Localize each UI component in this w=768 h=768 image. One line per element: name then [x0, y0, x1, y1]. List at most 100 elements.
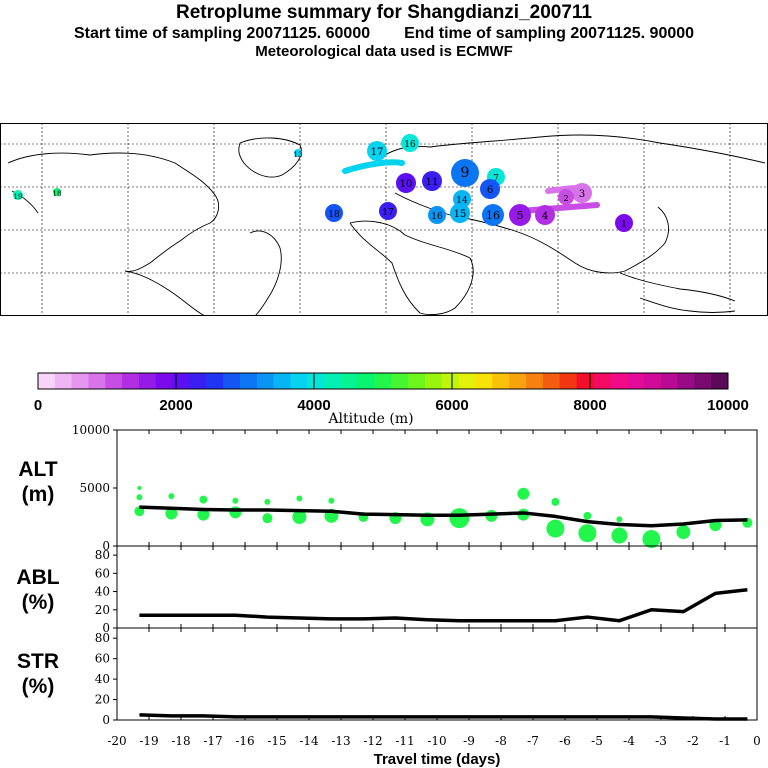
colorbar-cell — [458, 373, 477, 389]
colorbar-cell — [54, 373, 73, 389]
altitude-cluster-point — [616, 516, 623, 523]
chart-title: Retroplume summary for Shangdianzi_20071… — [175, 2, 593, 23]
colorbar-cell — [694, 373, 712, 389]
altitude-cluster-point — [232, 497, 239, 504]
colorbar-cell — [138, 373, 157, 389]
trajectory-marker — [482, 204, 504, 226]
trajectory-marker — [325, 204, 343, 222]
trajectory-marker — [509, 204, 531, 226]
panel-frame — [116, 627, 758, 721]
colorbar-cells — [38, 373, 729, 389]
y-tick-label: 80 — [95, 631, 110, 645]
colorbar-cell — [610, 373, 628, 389]
x-tick-label: -18 — [171, 734, 190, 748]
colorbar-cell — [88, 373, 106, 389]
abl-panel-label: ABL (%) — [16, 566, 59, 614]
end-time: End time of sampling 20071125. 90000 — [404, 25, 695, 42]
colorbar-tick-label: 10000 — [707, 397, 749, 414]
trajectory-marker-label: 18 — [328, 210, 340, 220]
altitude-cluster-point — [296, 495, 303, 502]
altitude-cluster-point — [197, 508, 210, 521]
y-tick-label: 40 — [95, 672, 110, 686]
trajectory-marker-label: 17 — [371, 147, 384, 158]
colorbar-cell — [559, 373, 578, 389]
colorbar-cell — [324, 373, 342, 389]
colorbar-cell — [307, 373, 325, 389]
x-tick-label: -6 — [559, 734, 571, 748]
trajectory-marker — [558, 189, 574, 205]
x-tick-label: -9 — [463, 734, 475, 748]
trajectory-marker-label: 7 — [493, 174, 499, 184]
x-tick-label: -15 — [267, 734, 286, 748]
colorbar-cell — [38, 373, 56, 389]
y-tick-label: 10000 — [72, 423, 110, 437]
trajectory-marker — [451, 159, 479, 187]
panel-2: 80 60 40 20 0 — [95, 545, 758, 635]
start-time: Start time of sampling 20071125. 60000 — [73, 25, 371, 42]
abl-unit: (%) — [22, 591, 55, 614]
colorbar-ticks: 0 2000 4000 6000 8000 10000 — [34, 373, 749, 414]
str-label: STR — [17, 650, 59, 673]
x-tick-label: -20 — [107, 734, 126, 748]
colorbar-cell — [711, 373, 729, 389]
x-tick-label: -13 — [331, 734, 350, 748]
x-tick-label: 0 — [753, 734, 761, 748]
trajectory-marker-label: 18 — [53, 190, 62, 198]
colorbar-cell — [475, 373, 493, 389]
y-tick-label: 0 — [102, 621, 110, 635]
series-line-abl — [139, 587, 748, 623]
colorbar-tick-label: 6000 — [435, 397, 468, 414]
trajectory-marker — [572, 183, 592, 203]
altitude-cluster-point — [229, 506, 242, 519]
altitude-cluster-point — [578, 524, 597, 543]
x-tick-label: -3 — [655, 734, 667, 748]
altitude-cluster-point — [517, 487, 530, 500]
trajectory-marker-label: 11 — [426, 177, 439, 188]
altitude-cluster-point — [168, 493, 175, 500]
trajectory-marker-label: 1 — [621, 220, 627, 230]
panel-1: 10000 5000 0 — [72, 423, 758, 553]
colorbar-cell — [290, 373, 308, 389]
x-tick-label: -10 — [427, 734, 446, 748]
colorbar-cell — [526, 373, 544, 389]
retroplume-map: 19 18 13 17 16 18 17 16 15 16 14 10 11 9 76 5 4 3 2 1 — [0, 123, 768, 316]
colorbar-cell — [425, 373, 443, 389]
altitude-cluster-point — [551, 497, 560, 506]
altitude-cluster-point — [676, 525, 691, 540]
y-tick-label: 80 — [95, 548, 110, 562]
y-tick-label: 0 — [102, 539, 110, 553]
x-tick-label: -7 — [527, 734, 539, 748]
time-series-panels: ALT (m) ABL (%) STR (%) 1000050000806040… — [16, 423, 761, 768]
colorbar-cell — [643, 373, 662, 389]
trajectory-marker — [294, 149, 302, 157]
colorbar-cell — [593, 373, 611, 389]
colorbar-cell — [542, 373, 561, 389]
colorbar-axis-label: Altitude (m) — [327, 411, 413, 427]
y-tick-label: 20 — [95, 693, 110, 707]
met-data-label: Meteorological data used is ECMWF — [255, 43, 513, 60]
trajectory-marker — [428, 206, 446, 224]
colorbar-cell — [256, 373, 275, 389]
colorbar-cell — [155, 373, 174, 389]
trajectory-marker — [480, 179, 500, 199]
x-tick-label: -2 — [687, 734, 699, 748]
x-tick-label: -4 — [623, 734, 635, 748]
x-tick-label: -14 — [299, 734, 319, 748]
trajectory-markers: 19 18 13 17 16 18 17 16 15 16 14 10 11 9 76 5 4 3 2 1 — [13, 134, 633, 232]
colorbar-cell — [71, 373, 89, 389]
y-tick-label: 0 — [102, 713, 110, 727]
y-tick-label: 60 — [95, 566, 110, 580]
trajectory-marker — [535, 205, 555, 225]
trajectory-marker-label: 16 — [431, 212, 443, 222]
colorbar-cell — [105, 373, 123, 389]
panel-frame — [116, 429, 758, 547]
colorbar-cell — [340, 373, 359, 389]
colorbar-tick-label: 0 — [34, 397, 42, 414]
trajectory-marker-label: 2 — [563, 194, 568, 203]
trajectory-marker — [422, 171, 442, 191]
colorbar-cell — [206, 373, 224, 389]
trajectory-marker-label: 16 — [486, 209, 500, 222]
trajectory-marker — [379, 202, 397, 220]
trajectory-marker-label: 13 — [294, 151, 303, 159]
y-tick-label: 5000 — [79, 481, 110, 495]
